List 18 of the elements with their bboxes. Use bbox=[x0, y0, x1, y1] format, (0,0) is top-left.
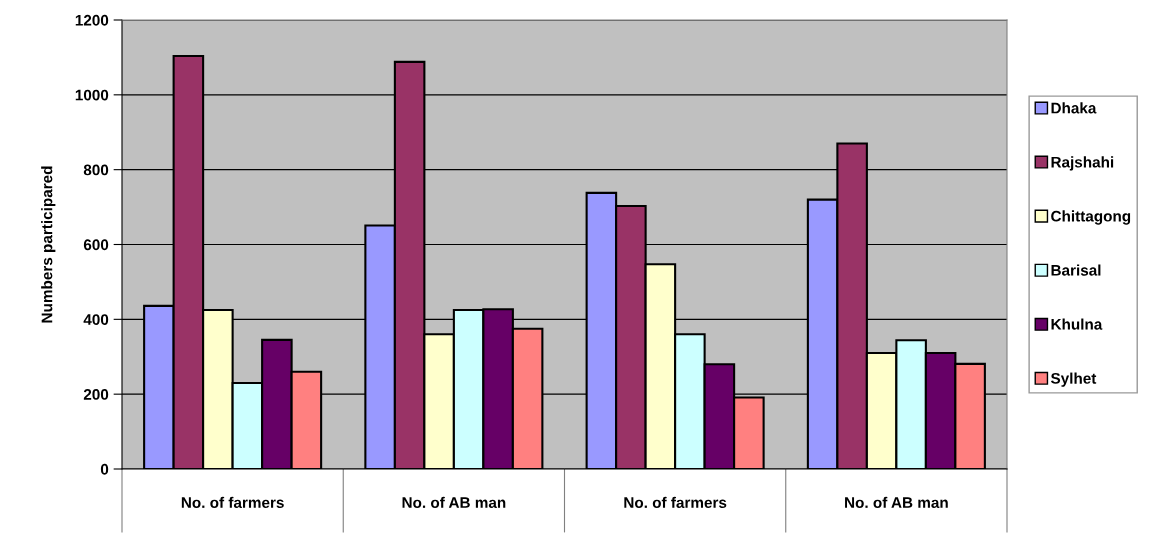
legend-label: Sylhet bbox=[1050, 372, 1097, 387]
y-tick-label: 800 bbox=[83, 164, 109, 176]
x-tick-label: No. of AB man bbox=[402, 496, 506, 508]
x-tick-label: No. of AB man bbox=[845, 496, 948, 508]
legend-label: Rajshahi bbox=[1051, 156, 1114, 171]
x-tick-label: No. of farmers bbox=[181, 496, 284, 508]
legend-label: Barisal bbox=[1051, 264, 1101, 276]
legend-label: Chittagong bbox=[1051, 210, 1131, 225]
legend-label: Khulna bbox=[1051, 318, 1103, 330]
y-tick-label: 600 bbox=[83, 239, 109, 251]
y-tick-label: 1000 bbox=[75, 89, 109, 101]
y-tick-label: 1200 bbox=[75, 14, 109, 26]
y-tick-label: 0 bbox=[100, 463, 109, 475]
y-axis-title: Numbers participared bbox=[41, 166, 56, 323]
legend-label: Dhaka bbox=[1051, 102, 1097, 114]
y-tick-label: 200 bbox=[83, 389, 109, 400]
x-tick-label: No. of farmers bbox=[624, 496, 727, 508]
y-tick-label: 400 bbox=[83, 314, 109, 326]
